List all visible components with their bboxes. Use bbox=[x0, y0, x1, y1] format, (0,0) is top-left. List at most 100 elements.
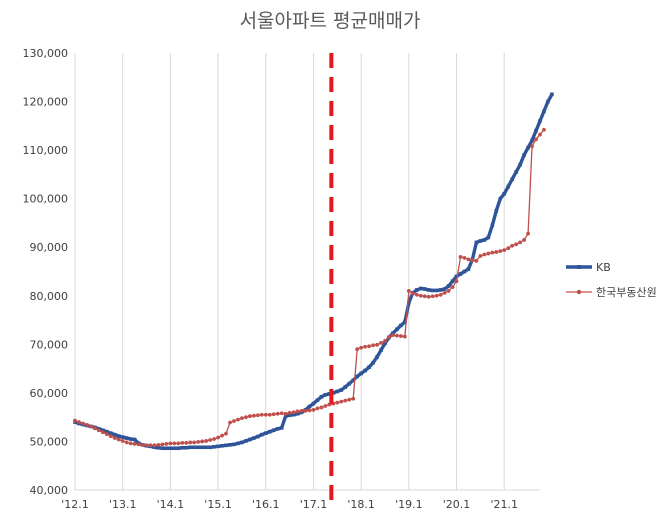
data-point bbox=[216, 444, 220, 449]
data-point bbox=[220, 433, 224, 438]
data-point bbox=[367, 344, 372, 349]
y-tick-label: 100,000 bbox=[23, 193, 69, 206]
legend-label: KB bbox=[596, 261, 611, 274]
data-point bbox=[124, 440, 129, 445]
x-tick-label: '13.1 bbox=[109, 498, 137, 511]
data-point bbox=[530, 138, 534, 143]
data-point bbox=[434, 293, 439, 298]
data-point bbox=[518, 240, 523, 245]
data-point bbox=[104, 429, 109, 434]
data-point bbox=[474, 258, 479, 263]
data-point bbox=[466, 257, 471, 262]
data-point bbox=[275, 411, 280, 416]
data-point bbox=[88, 424, 93, 429]
data-point bbox=[446, 289, 451, 293]
data-point bbox=[128, 437, 133, 441]
data-point bbox=[391, 333, 395, 338]
data-point bbox=[395, 327, 399, 332]
data-point bbox=[542, 109, 546, 114]
data-point bbox=[470, 258, 475, 263]
data-point bbox=[538, 119, 542, 123]
data-point bbox=[81, 421, 85, 426]
data-point bbox=[363, 368, 367, 373]
data-point bbox=[359, 371, 363, 376]
data-point bbox=[200, 439, 205, 444]
data-point bbox=[538, 132, 542, 137]
data-point bbox=[240, 416, 244, 421]
data-point bbox=[323, 404, 328, 408]
data-point bbox=[152, 443, 157, 448]
data-point bbox=[160, 442, 165, 447]
data-point bbox=[506, 184, 511, 189]
data-point bbox=[255, 413, 260, 418]
data-point bbox=[430, 288, 435, 293]
data-point bbox=[224, 443, 228, 448]
data-point bbox=[458, 255, 463, 259]
data-point bbox=[518, 162, 522, 167]
data-point bbox=[85, 423, 89, 427]
data-point bbox=[319, 394, 324, 399]
data-point bbox=[351, 396, 356, 401]
data-point bbox=[259, 412, 264, 417]
data-point bbox=[442, 287, 447, 291]
y-tick-label: 110,000 bbox=[23, 144, 69, 157]
x-tick-label: '21.1 bbox=[490, 498, 518, 511]
data-point bbox=[534, 137, 538, 142]
data-point bbox=[112, 436, 117, 440]
y-tick-label: 60,000 bbox=[30, 387, 69, 400]
data-point bbox=[120, 439, 125, 443]
data-point bbox=[271, 412, 276, 417]
legend-label: 한국부동산원 bbox=[596, 286, 657, 299]
data-point bbox=[351, 378, 356, 383]
data-point bbox=[208, 438, 213, 442]
data-point bbox=[371, 343, 375, 348]
data-point bbox=[315, 398, 320, 402]
series-reb bbox=[73, 127, 546, 448]
x-tick-label: '17.1 bbox=[300, 498, 328, 511]
data-point bbox=[108, 434, 113, 439]
data-point bbox=[136, 442, 141, 447]
data-point bbox=[530, 144, 534, 149]
data-point bbox=[164, 441, 169, 446]
data-point bbox=[498, 249, 503, 254]
data-point bbox=[478, 239, 483, 243]
data-point bbox=[148, 443, 153, 448]
data-point bbox=[510, 243, 515, 248]
data-point bbox=[279, 411, 284, 416]
data-point bbox=[240, 440, 244, 445]
series-line bbox=[74, 129, 545, 446]
data-point bbox=[514, 170, 518, 174]
data-point bbox=[375, 342, 379, 347]
grid bbox=[74, 53, 505, 490]
data-point bbox=[184, 445, 189, 450]
data-point bbox=[124, 436, 129, 440]
data-point bbox=[307, 408, 312, 413]
data-point bbox=[232, 419, 236, 423]
data-point bbox=[283, 414, 288, 418]
data-point bbox=[403, 320, 407, 324]
data-point bbox=[462, 269, 467, 274]
data-point bbox=[200, 445, 204, 450]
data-point bbox=[375, 355, 379, 359]
data-point bbox=[319, 405, 324, 410]
data-point bbox=[486, 235, 491, 240]
data-point bbox=[164, 446, 169, 451]
y-tick-label: 70,000 bbox=[30, 338, 69, 351]
data-point bbox=[422, 287, 427, 291]
data-point bbox=[92, 426, 97, 431]
data-point bbox=[379, 340, 383, 345]
data-point bbox=[407, 300, 411, 305]
data-point bbox=[474, 240, 479, 245]
data-point bbox=[267, 429, 272, 434]
data-point bbox=[347, 397, 352, 402]
data-point bbox=[387, 335, 391, 339]
data-point bbox=[490, 250, 495, 255]
data-point bbox=[458, 272, 463, 276]
x-tick-label: '16.1 bbox=[252, 498, 280, 511]
data-point bbox=[188, 440, 193, 445]
data-point bbox=[462, 256, 467, 260]
data-point bbox=[410, 291, 415, 296]
chart-title: 서울아파트 평균매매가 bbox=[240, 10, 421, 32]
data-point bbox=[263, 412, 268, 417]
